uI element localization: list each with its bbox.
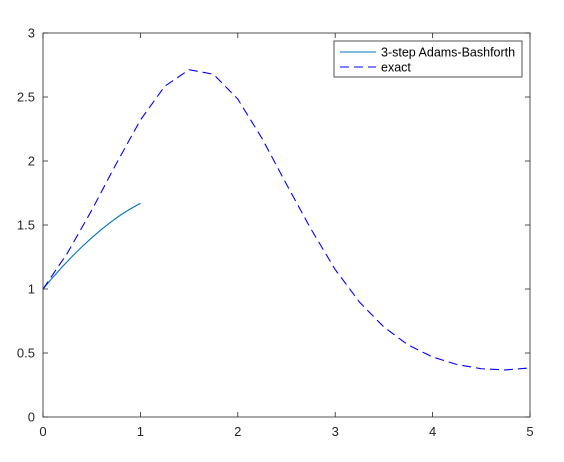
x-tick-label: 3 (332, 424, 339, 439)
y-tick-label: 3 (28, 26, 35, 41)
y-tick-label: 2 (28, 154, 35, 169)
x-tick-label: 0 (39, 424, 46, 439)
legend-label: 3-step Adams-Bashforth (381, 46, 515, 60)
axes-layer: 0 1 2 3 4 5 0 0.5 1 1.5 2 2.5 3 (17, 26, 534, 440)
series-line-exact (42, 69, 531, 371)
y-tick-label: 2.5 (17, 90, 35, 105)
y-tick-label: 1 (28, 282, 35, 297)
series-layer (42, 69, 531, 371)
x-tick-label: 4 (429, 424, 436, 439)
plot-area (43, 33, 530, 417)
y-tick-label: 0 (28, 410, 35, 425)
y-tick-label: 0.5 (17, 346, 35, 361)
x-tick-label: 1 (137, 424, 144, 439)
y-tick-label: 1.5 (17, 218, 35, 233)
legend-box (333, 40, 523, 78)
legend-label: exact (381, 61, 411, 75)
series-line-adams-bashforth (42, 202, 141, 290)
x-tick-label: 2 (234, 424, 241, 439)
x-tick-label: 5 (526, 424, 533, 439)
